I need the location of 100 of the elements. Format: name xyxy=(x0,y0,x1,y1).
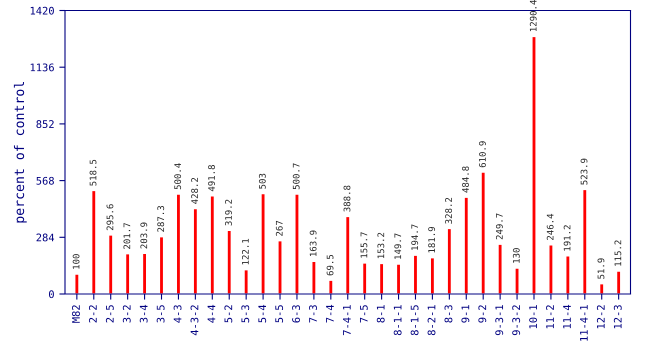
bar xyxy=(531,36,537,294)
bar xyxy=(192,208,198,294)
x-tick-label: 8-1 xyxy=(376,305,385,323)
x-tick-label: 9-2 xyxy=(478,305,486,323)
y-axis-title: percent of control xyxy=(14,82,27,223)
bar xyxy=(74,273,80,294)
x-tick-label: 7-4 xyxy=(326,304,334,323)
data-label: 203.9 xyxy=(140,222,148,248)
data-label: 523.9 xyxy=(580,158,588,185)
bar xyxy=(463,196,470,294)
data-label: 267 xyxy=(276,220,283,236)
x-tick-label: 4-3 xyxy=(174,305,182,323)
x-tick-label: 11-4 xyxy=(563,304,571,328)
data-label: 100 xyxy=(72,254,80,269)
data-label: 328.2 xyxy=(445,198,452,224)
bar xyxy=(430,256,436,294)
data-label: 191.2 xyxy=(564,225,570,251)
x-tick-label: 8-1-1 xyxy=(394,305,402,336)
bar xyxy=(582,188,588,294)
bar xyxy=(396,263,402,294)
data-label: 122.1 xyxy=(242,238,249,264)
data-label: 115.2 xyxy=(614,240,622,266)
data-label: 155.7 xyxy=(360,232,368,258)
x-tick-label: 12-3 xyxy=(614,305,622,328)
x-tick-label: 12-2 xyxy=(596,305,605,328)
x-tick-label: 11-2 xyxy=(546,305,554,328)
bar xyxy=(497,243,503,294)
bar xyxy=(480,171,486,294)
x-tick-label: 8-2-1 xyxy=(428,305,436,336)
bar xyxy=(243,268,249,294)
data-label: 295.6 xyxy=(106,204,114,230)
data-label: 69.5 xyxy=(326,254,334,276)
bar xyxy=(328,279,334,294)
bar xyxy=(209,195,216,294)
data-label: 484.8 xyxy=(462,166,469,193)
x-tick-label: 3-2 xyxy=(122,305,131,323)
bar xyxy=(514,267,520,294)
bar xyxy=(446,228,452,294)
data-label: 610.9 xyxy=(479,141,486,168)
x-tick-label: 4-4 xyxy=(208,304,216,323)
x-tick-label: 7-5 xyxy=(360,305,368,323)
bar xyxy=(598,282,605,294)
bar xyxy=(108,234,114,294)
data-label: 201.7 xyxy=(123,223,130,249)
data-label: 518.5 xyxy=(90,160,96,186)
data-label: 153.2 xyxy=(377,232,384,258)
x-tick-label: 4-3-2 xyxy=(190,305,198,336)
bar xyxy=(142,252,148,294)
x-tick-label: 8-1-5 xyxy=(410,305,419,336)
data-label: 51.9 xyxy=(598,258,604,279)
x-tick-label: 7-4-1 xyxy=(343,305,351,336)
bar xyxy=(226,230,232,294)
data-label: 163.9 xyxy=(310,230,317,256)
bar xyxy=(548,244,554,294)
x-tick-label: 2-2 xyxy=(88,305,97,322)
data-label: 181.9 xyxy=(428,226,436,252)
x-tick-label: 7-3 xyxy=(309,305,317,323)
x-tick-label: 3-5 xyxy=(156,305,165,323)
data-label: 319.2 xyxy=(225,200,232,226)
data-label: 500.7 xyxy=(292,163,300,190)
bar xyxy=(412,254,418,294)
bar xyxy=(565,255,571,294)
bar xyxy=(176,193,182,294)
data-label: 149.7 xyxy=(394,233,402,259)
x-tick-label: 6-3 xyxy=(292,305,300,323)
bar xyxy=(311,260,317,294)
x-tick-label: 2-5 xyxy=(106,305,114,322)
x-tick-label: 5-4 xyxy=(258,304,266,323)
data-label: 1290.4 xyxy=(530,0,537,32)
x-tick-label: 5-3 xyxy=(241,305,250,323)
bar xyxy=(124,253,130,294)
x-tick-label: 5-5 xyxy=(275,305,284,323)
y-tick-label: 1420 xyxy=(30,6,54,15)
bar xyxy=(277,240,283,294)
data-label: 503 xyxy=(258,174,266,189)
data-label: 249.7 xyxy=(496,213,503,240)
x-tick-label: 8-3 xyxy=(444,305,452,323)
data-label: 388.8 xyxy=(344,186,350,212)
bar xyxy=(616,270,622,294)
x-tick-label: 11-4-1 xyxy=(580,305,588,341)
x-tick-label: 9-3-1 xyxy=(495,305,504,336)
x-tick-label: 3-4 xyxy=(140,304,148,323)
data-label: 194.7 xyxy=(411,224,418,250)
x-tick-label: M82 xyxy=(72,305,80,323)
data-label: 246.4 xyxy=(546,214,554,240)
x-tick-label: 9-1 xyxy=(461,305,470,323)
y-tick-label: 284 xyxy=(36,234,54,242)
x-tick-label: 10-1 xyxy=(529,305,538,328)
x-tick-label: 5-2 xyxy=(224,305,232,323)
bar xyxy=(260,192,266,294)
y-tick-label: 1136 xyxy=(30,63,54,72)
bar xyxy=(378,262,384,294)
bar xyxy=(344,216,351,294)
bar xyxy=(158,236,164,294)
bar xyxy=(362,262,368,294)
data-label: 130 xyxy=(512,248,520,263)
y-tick-label: 0 xyxy=(48,290,54,298)
data-label: 428.2 xyxy=(191,178,198,204)
data-label: 500.4 xyxy=(174,163,182,190)
bar xyxy=(90,190,97,294)
